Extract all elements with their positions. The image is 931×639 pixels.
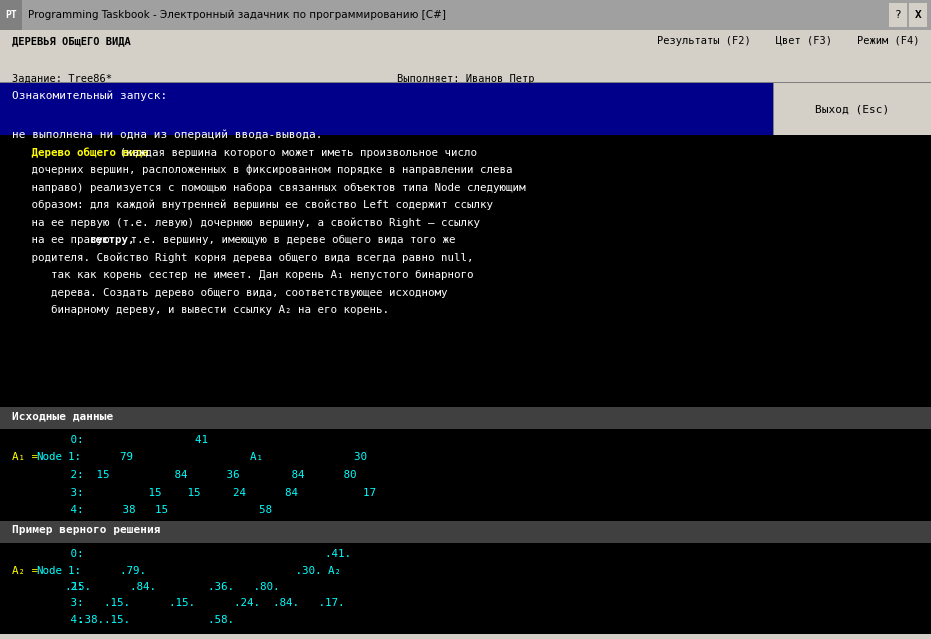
- Text: Дерево общего вида: Дерево общего вида: [12, 148, 149, 158]
- Text: 0:: 0:: [12, 549, 84, 559]
- Bar: [0, 0, 931, 30]
- Text: 3:          15    15     24      84          17: 3: 15 15 24 84 17: [12, 488, 376, 498]
- Text: так как корень сестер не имеет. Дан корень A₁ непустого бинарного: так как корень сестер не имеет. Дан коре…: [12, 270, 474, 280]
- Text: 1:      .79.                       .30. A₂: 1: .79. .30. A₂: [55, 566, 341, 576]
- Text: .15.      .15.      .24.  .84.   .17.: .15. .15. .24. .84. .17.: [65, 599, 344, 608]
- Text: X: X: [914, 10, 922, 20]
- Text: направо) реализуется с помощью набора связанных объектов типа Node следующим: направо) реализуется с помощью набора св…: [12, 183, 525, 192]
- Text: не выполнена ни одна из операций ввода-вывода.: не выполнена ни одна из операций ввода-в…: [12, 130, 322, 140]
- Text: .41.: .41.: [65, 549, 351, 559]
- Text: 4:: 4:: [12, 615, 84, 625]
- Bar: [0, 521, 931, 543]
- Text: .38..15.            .58.: .38..15. .58.: [65, 615, 234, 625]
- Text: Выполняет: Иванов Петр: Выполняет: Иванов Петр: [397, 74, 534, 84]
- Text: бинарному дереву, и вывести ссылку A₂ на его корень.: бинарному дереву, и вывести ссылку A₂ на…: [12, 305, 389, 315]
- Text: (каждая вершина которого может иметь произвольное число: (каждая вершина которого может иметь про…: [113, 148, 477, 157]
- Bar: [0, 82, 931, 84]
- Text: на ее правую: на ее правую: [12, 235, 116, 245]
- Text: Ознакомительный запуск:: Ознакомительный запуск:: [12, 91, 168, 101]
- Text: 4:      38   15              58: 4: 38 15 58: [12, 505, 272, 515]
- Bar: [0, 0, 22, 30]
- Text: 2:: 2:: [12, 582, 84, 592]
- Bar: [0, 634, 931, 639]
- Text: Результаты (F2)    Цвет (F3)    Режим (F4): Результаты (F2) Цвет (F3) Режим (F4): [656, 36, 919, 46]
- Text: ДЕРЕВЬЯ ОБщЕГО ВИДА: ДЕРЕВЬЯ ОБщЕГО ВИДА: [12, 36, 130, 46]
- Bar: [0, 30, 931, 82]
- Text: на ее первую (т.е. левую) дочернюю вершину, а свойство Right – ссылку: на ее первую (т.е. левую) дочернюю верши…: [12, 217, 480, 228]
- Bar: [773, 84, 931, 135]
- Text: сестру,: сестру,: [89, 235, 135, 245]
- Text: Node: Node: [36, 452, 62, 463]
- Text: A₁ =: A₁ =: [12, 452, 45, 463]
- Text: Выход (Esc): Выход (Esc): [815, 105, 889, 114]
- Bar: [909, 3, 927, 27]
- Text: т.е. вершину, имеющую в дереве общего вида того же: т.е. вершину, имеющую в дереве общего ви…: [124, 235, 455, 245]
- Text: дочерних вершин, расположенных в фиксированном порядке в направлении слева: дочерних вершин, расположенных в фиксиро…: [12, 165, 512, 176]
- Text: Node: Node: [36, 566, 62, 576]
- Text: .15.      .84.        .36.   .80.: .15. .84. .36. .80.: [65, 582, 279, 592]
- Text: 2:  15          84      36        84      80: 2: 15 84 36 84 80: [12, 470, 357, 480]
- Text: 0:: 0:: [12, 435, 84, 445]
- Text: образом: для каждой внутренней вершины ее свойство Left содержит ссылку: образом: для каждой внутренней вершины е…: [12, 200, 493, 210]
- Text: Пример верного решения: Пример верного решения: [12, 525, 160, 535]
- Text: A₂ =: A₂ =: [12, 566, 45, 576]
- Text: ?: ?: [895, 10, 901, 20]
- Text: 41: 41: [65, 435, 208, 445]
- Text: родителя. Свойство Right корня дерева общего вида всегда равно null,: родителя. Свойство Right корня дерева об…: [12, 252, 474, 263]
- Text: PT: PT: [6, 10, 17, 20]
- Text: Исходные данные: Исходные данные: [12, 411, 114, 421]
- Text: Programming Taskbook - Электронный задачник по программированию [C#]: Programming Taskbook - Электронный задач…: [28, 10, 446, 20]
- Bar: [0, 84, 773, 135]
- Text: 1:      79                  A₁              30: 1: 79 A₁ 30: [55, 452, 367, 463]
- Bar: [889, 3, 907, 27]
- Bar: [0, 407, 931, 429]
- Bar: [773, 84, 775, 135]
- Text: дерева. Создать дерево общего вида, соответствующее исходному: дерева. Создать дерево общего вида, соот…: [12, 288, 448, 298]
- Text: 3:: 3:: [12, 599, 84, 608]
- Text: Задание: Tree86*: Задание: Tree86*: [12, 74, 112, 84]
